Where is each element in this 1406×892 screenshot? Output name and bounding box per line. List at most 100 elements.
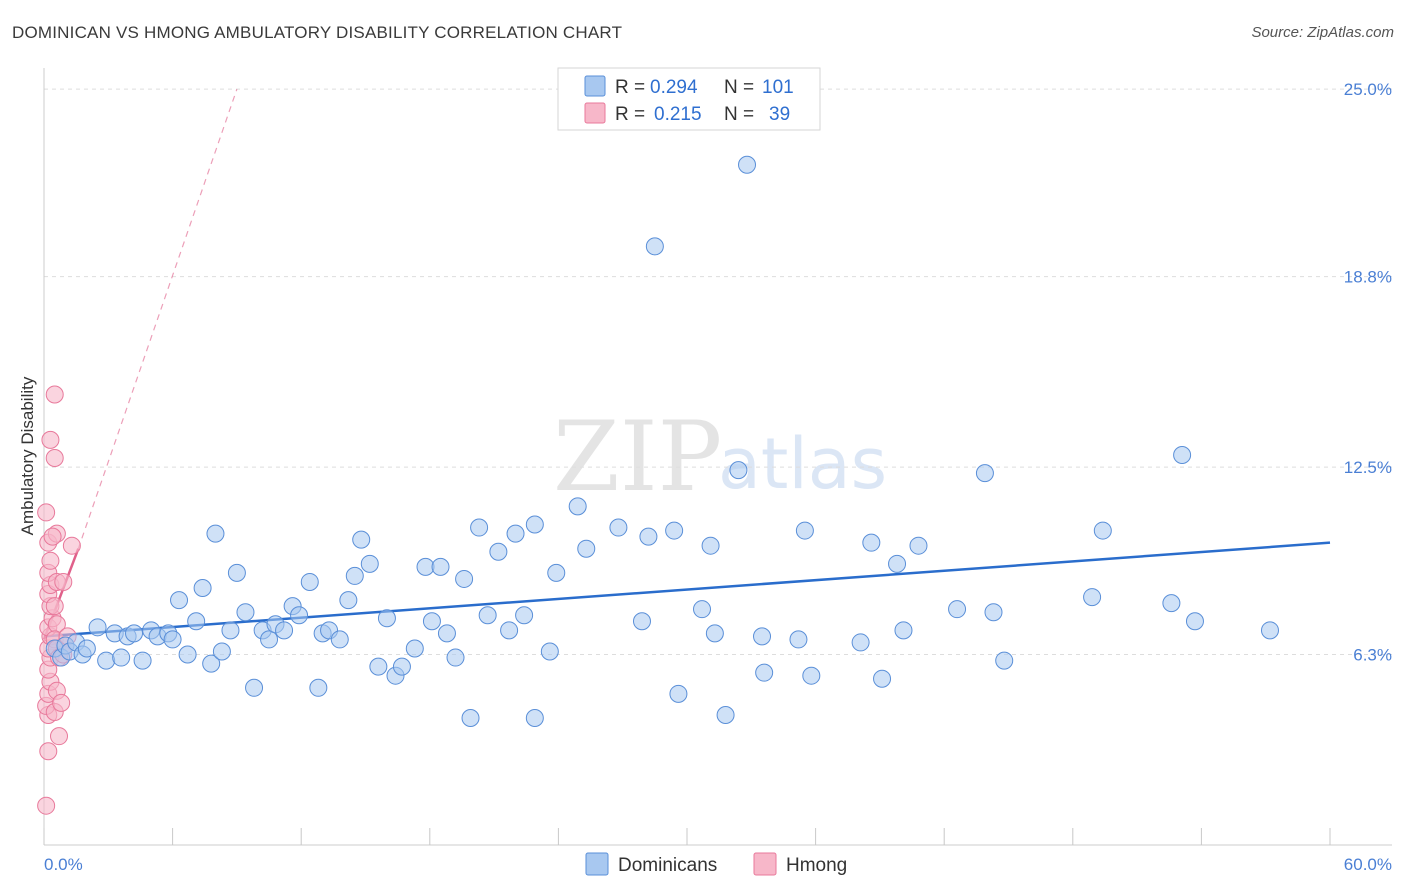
dominican-point (227, 563, 246, 582)
hmong-point (50, 727, 69, 746)
dominican-point (1185, 612, 1204, 631)
dominican-point (701, 536, 720, 555)
dominican-point (693, 600, 712, 619)
y-tick-label: 6.3% (1353, 646, 1392, 665)
dominican-point (632, 612, 651, 631)
dominican-point (170, 591, 189, 610)
legend-r-value-hmong: 0.215 (654, 104, 702, 125)
legend-swatch-hmong (584, 102, 606, 124)
hmong-point (37, 796, 56, 815)
hmong-point (52, 693, 71, 712)
dominican-point (489, 542, 508, 561)
dominican-point (178, 645, 197, 664)
dominican-point (716, 705, 735, 724)
dominican-point (540, 642, 559, 661)
dominican-point (245, 678, 264, 697)
dominican-point (377, 609, 396, 628)
dominican-point (738, 155, 757, 174)
watermark-zip: ZIP (553, 401, 722, 513)
y-tick-labels: 6.3% 12.5% 18.8% 25.0% (1344, 80, 1392, 664)
dominican-point (309, 678, 328, 697)
dominican-points (45, 155, 1279, 728)
dominican-point (753, 627, 772, 646)
legend-n-label-dominicans: N = (724, 77, 754, 98)
dominican-point (500, 621, 519, 640)
dominican-point (888, 554, 907, 573)
chart-title: DOMINICAN VS HMONG AMBULATORY DISABILITY… (12, 23, 623, 42)
y-tick-label: 12.5% (1344, 458, 1392, 477)
bottom-legend-label-hmong: Hmong (786, 855, 847, 876)
legend-swatch-dominicans (584, 75, 606, 97)
dominican-point (300, 572, 319, 591)
dominican-point (873, 669, 892, 688)
dominican-point (984, 603, 1003, 622)
dominican-point (705, 624, 724, 643)
dominican-point (909, 536, 928, 555)
dominican-point (525, 709, 544, 728)
dominican-point (665, 521, 684, 540)
dominican-point (1162, 594, 1181, 613)
dominican-point (851, 633, 870, 652)
dominican-point (202, 654, 221, 673)
dominican-point (639, 527, 658, 546)
dominican-point (1173, 445, 1192, 464)
legend-r-label-dominicans: R = (615, 77, 645, 98)
dominican-point (1083, 588, 1102, 607)
dominican-point (187, 612, 206, 631)
y-tick-label: 25.0% (1344, 80, 1392, 99)
dominican-point (478, 606, 497, 625)
dominican-point (995, 651, 1014, 670)
bottom-legend-swatch-dominicans (585, 852, 609, 876)
y-axis-label: Ambulatory Disability (18, 376, 37, 535)
dominican-point (669, 684, 688, 703)
dominican-point (455, 569, 474, 588)
dominican-point (360, 554, 379, 573)
dominican-point (112, 648, 131, 667)
dominican-point (369, 657, 388, 676)
dominican-point (948, 600, 967, 619)
dominican-point (260, 630, 279, 649)
dominican-point (97, 651, 116, 670)
dominican-point (862, 533, 881, 552)
dominican-point (212, 642, 231, 661)
dominican-point (416, 557, 435, 576)
dominican-point (1093, 521, 1112, 540)
hmong-point (45, 385, 64, 404)
hmong-point (45, 449, 64, 468)
dominican-point (345, 566, 364, 585)
legend-r-label-hmong: R = (615, 104, 645, 125)
dominican-point (729, 461, 748, 480)
dominican-point (339, 591, 358, 610)
dominican-point (133, 651, 152, 670)
dominican-point (525, 515, 544, 534)
dominican-point (88, 618, 107, 637)
dominican-point (506, 524, 525, 543)
grid-lines (44, 88, 1392, 656)
legend-n-value-hmong: 39 (769, 104, 790, 125)
dominican-point (330, 630, 349, 649)
legend-n-label-hmong: N = (724, 104, 754, 125)
dominican-point (470, 518, 489, 537)
dominicans-trend-line (43, 541, 1331, 638)
hmong-point (39, 742, 58, 761)
dominican-point (290, 606, 309, 625)
dominican-point (577, 539, 596, 558)
dominican-point (125, 624, 144, 643)
dominican-point (446, 648, 465, 667)
dominican-point (894, 621, 913, 640)
dominican-point (568, 497, 587, 516)
dominican-point (431, 557, 450, 576)
watermark-atlas: atlas (718, 423, 887, 505)
dominican-point (547, 563, 566, 582)
dominican-point (515, 606, 534, 625)
series-legend: Dominicans Hmong (585, 852, 847, 876)
dominican-point (975, 464, 994, 483)
dominican-point (422, 612, 441, 631)
hmong-point (37, 503, 56, 522)
dominican-point (275, 621, 294, 640)
x-tick-label-min: 0.0% (44, 855, 83, 874)
dominican-point (392, 657, 411, 676)
dominican-point (193, 579, 212, 598)
hmong-point (54, 572, 73, 591)
